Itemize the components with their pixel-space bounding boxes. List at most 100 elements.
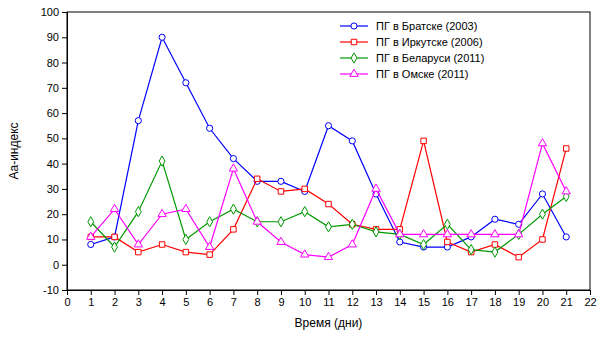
series-marker [443,230,451,237]
series-marker [253,217,261,224]
x-tick: 2 [112,290,118,308]
series-marker [421,239,427,249]
x-tick-label: 10 [299,296,311,308]
x-tick-label: 5 [183,296,189,308]
x-tick-mark [329,290,330,295]
series-marker [515,230,523,237]
y-tick-label: 90 [47,31,59,43]
legend-marker [350,69,358,76]
series-marker [159,34,165,40]
y-tick: -10 [43,284,67,296]
series-marker [159,156,165,166]
x-tick: 19 [513,290,525,308]
y-tick-mark [62,189,67,190]
y-tick-label: 30 [47,183,59,195]
x-axis-title: Время (дни) [295,316,363,330]
y-tick-label: -10 [43,284,59,296]
series-marker [134,240,142,247]
y-tick-label: 40 [47,158,59,170]
x-tick-mark [590,290,591,295]
series-marker [348,240,356,247]
x-tick: 1 [88,290,94,308]
y-tick-label: 100 [41,6,59,18]
series-marker [373,227,379,237]
x-tick-label: 4 [160,296,166,308]
x-tick-mark [233,290,234,295]
series-marker [540,209,546,219]
x-tick-label: 12 [347,296,359,308]
y-tick-mark [62,239,67,240]
x-tick-label: 15 [418,296,430,308]
x-tick: 21 [561,290,573,308]
legend-label: ПГ в Иркутске (2006) [376,36,483,48]
series-marker [396,230,404,237]
x-tick: 12 [347,290,359,308]
series-line [91,143,566,257]
x-tick-mark [352,290,353,295]
y-tick-mark [62,138,67,139]
series-marker [110,204,118,211]
series-marker [159,242,164,247]
series-marker [136,249,141,254]
series-marker [301,250,309,257]
y-tick: 60 [47,107,67,119]
series-marker [516,254,521,259]
legend-label: ПГ в Братске (2003) [376,20,477,32]
x-tick-label: 21 [561,296,573,308]
x-tick-mark [281,290,282,295]
series-marker [135,118,141,124]
plot-frame [67,12,590,290]
series-marker [183,234,189,244]
y-tick-mark [62,88,67,89]
y-tick-mark [62,214,67,215]
x-tick-label: 11 [323,296,334,308]
y-tick: 50 [47,132,67,144]
x-tick: 13 [370,290,382,308]
y-tick: 90 [47,31,67,43]
series-marker [158,209,166,216]
series-marker [491,230,499,237]
x-tick-mark [162,290,163,295]
series-marker [205,242,213,249]
series-marker [324,252,332,259]
x-tick: 8 [255,290,261,308]
series-marker [207,217,213,227]
series-marker [112,234,117,239]
series-marker [302,207,308,217]
x-tick-label: 13 [370,296,382,308]
series-marker [230,155,236,161]
x-tick-mark [495,290,496,295]
y-tick-label: 50 [47,132,59,144]
series-marker [112,242,118,252]
x-axis-line [68,291,591,296]
series-marker [326,201,331,206]
series-marker [562,187,570,194]
x-tick-label: 17 [466,296,478,308]
series-marker [278,178,284,184]
y-tick-label: 70 [47,82,59,94]
x-tick-mark [91,290,92,295]
x-tick: 18 [489,290,501,308]
series-marker [421,138,426,143]
series-marker [278,217,284,227]
series-marker [492,247,498,257]
x-tick-label: 19 [513,296,525,308]
series-marker [539,191,545,197]
y-tick-mark [62,63,67,64]
x-tick: 0 [64,290,70,308]
series-marker [230,204,236,214]
x-tick-mark [542,290,543,295]
x-tick-mark [115,290,116,295]
x-tick: 9 [278,290,284,308]
series-line [91,37,566,247]
legend: ПГ в Братске (2003)ПГ в Иркутске (2006)П… [340,20,484,80]
x-tick: 22 [584,290,596,308]
x-tick-label: 20 [537,296,549,308]
x-tick-label: 1 [88,296,94,308]
x-tick: 14 [394,290,406,308]
series-marker [135,207,141,217]
series-line [91,141,566,257]
series-marker [88,217,94,227]
series-marker [540,237,545,242]
x-tick-label: 9 [278,296,284,308]
